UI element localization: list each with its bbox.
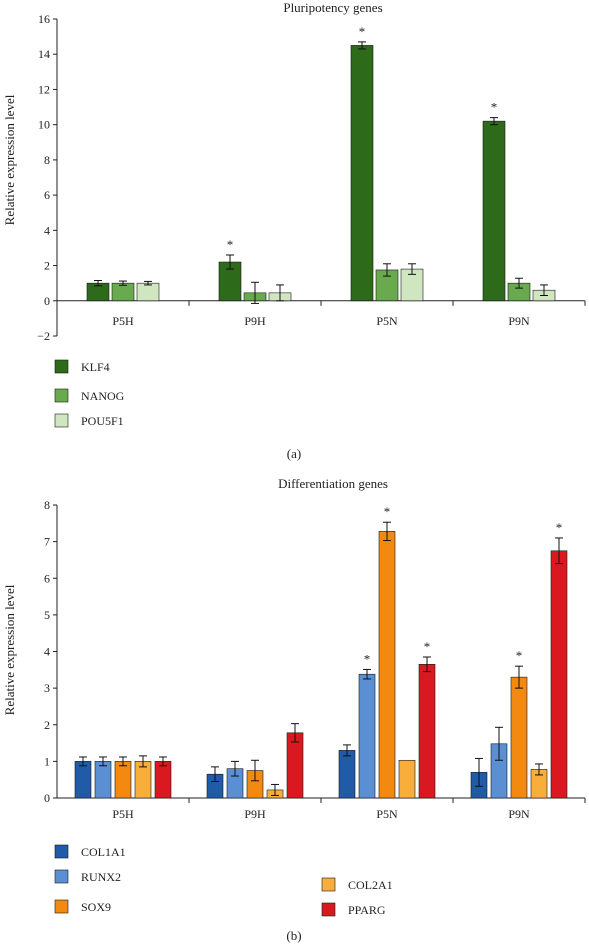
x-category-label: P9H bbox=[244, 314, 266, 328]
significance-marker: * bbox=[424, 639, 431, 654]
y-tick-label: 3 bbox=[44, 681, 50, 695]
y-tick-label: 4 bbox=[44, 223, 50, 237]
x-category-label: P5H bbox=[112, 314, 134, 328]
panel-b-label: (b) bbox=[286, 928, 301, 943]
y-tick-label: 8 bbox=[44, 498, 50, 512]
bar-nanog-p5h bbox=[111, 282, 135, 302]
y-tick-label: 1 bbox=[44, 754, 50, 768]
legend-swatch-klf4 bbox=[54, 359, 69, 374]
legend-swatch-pou5f1 bbox=[54, 413, 69, 428]
x-category-label: P5N bbox=[376, 314, 398, 328]
bar-pparg-p9h bbox=[286, 732, 304, 799]
significance-marker: * bbox=[384, 504, 391, 519]
significance-marker: * bbox=[556, 520, 563, 535]
y-tick-label: 14 bbox=[38, 47, 50, 61]
legend-swatch-sox9 bbox=[54, 899, 69, 914]
legend-label-sox9: SOX9 bbox=[81, 900, 111, 914]
panel-a-y-axis-label: Relative expression level bbox=[2, 94, 17, 225]
panel-a-title: Pluripotency genes bbox=[283, 0, 382, 15]
x-category-label: P9H bbox=[244, 807, 266, 821]
x-category-label: P5N bbox=[376, 807, 398, 821]
panel-b-y-axis-label: Relative expression level bbox=[2, 584, 17, 715]
x-category-label: P9N bbox=[508, 807, 530, 821]
x-category-label: P5H bbox=[112, 807, 134, 821]
significance-marker: * bbox=[516, 648, 523, 663]
y-tick-label: 4 bbox=[44, 645, 50, 659]
y-tick-label: 0 bbox=[44, 791, 50, 805]
y-tick-label: 12 bbox=[38, 82, 50, 96]
significance-marker: * bbox=[364, 651, 371, 666]
y-tick-label: 6 bbox=[44, 188, 50, 202]
significance-marker: * bbox=[227, 237, 234, 252]
bar-col2a1-p5n bbox=[398, 759, 416, 799]
y-tick-label: 16 bbox=[38, 12, 50, 26]
y-tick-label: 5 bbox=[44, 608, 50, 622]
legend-swatch-col2a1 bbox=[321, 877, 336, 892]
legend-label-nanog: NANOG bbox=[81, 389, 125, 403]
legend-label-col2a1: COL2A1 bbox=[348, 878, 393, 892]
legend-label-pparg: PPARG bbox=[348, 903, 386, 917]
y-tick-label: 10 bbox=[38, 118, 50, 132]
panel-b-legend: COL1A1 RUNX2 SOX9 COL2A1 PPARG bbox=[54, 844, 393, 917]
panel-a-chart: Pluripotency genes Relative expression l… bbox=[2, 0, 586, 461]
y-tick-label: 8 bbox=[44, 153, 50, 167]
bar-col1a1-p5n bbox=[338, 750, 356, 799]
bar-pparg-p5n bbox=[418, 664, 436, 799]
legend-swatch-pparg bbox=[321, 902, 336, 917]
bar-klf4-p5n bbox=[350, 45, 374, 302]
y-tick-label: 0 bbox=[44, 294, 50, 308]
y-tick-label: −2 bbox=[37, 329, 50, 343]
bar-pparg-p9n bbox=[550, 550, 568, 799]
legend-label-col1a1: COL1A1 bbox=[81, 845, 126, 859]
legend-swatch-runx2 bbox=[54, 869, 69, 884]
y-tick-label: 2 bbox=[44, 718, 50, 732]
legend-label-klf4: KLF4 bbox=[81, 360, 110, 374]
x-category-label: P9N bbox=[508, 314, 530, 328]
bar-pparg-p5h bbox=[154, 761, 172, 799]
bar-sox9-p5h bbox=[114, 761, 132, 799]
legend-label-pou5f1: POU5F1 bbox=[81, 414, 124, 428]
panel-b-title: Differentiation genes bbox=[278, 476, 388, 491]
bar-runx2-p5n bbox=[358, 673, 376, 799]
bar-runx2-p5h bbox=[94, 761, 112, 799]
bar-sox9-p5n bbox=[378, 531, 396, 799]
panel-b-chart: Differentiation genes Relative expressio… bbox=[2, 476, 586, 943]
panel-b-plot-area: 0 1 2 3 4 5 6 7 8 P5H P9H P5N * * * P9N * * bbox=[44, 498, 586, 821]
panel-a-legend: KLF4 NANOG POU5F1 bbox=[54, 359, 125, 428]
legend-swatch-nanog bbox=[54, 388, 69, 403]
y-tick-label: 6 bbox=[44, 571, 50, 585]
panel-a-label: (a) bbox=[287, 446, 301, 461]
y-tick-label: 2 bbox=[44, 259, 50, 273]
bar-col1a1-p5h bbox=[74, 761, 92, 799]
bar-klf4-p9n bbox=[482, 120, 506, 302]
significance-marker: * bbox=[359, 24, 366, 39]
panel-a-plot-area: −2 0 2 4 6 8 10 12 14 16 P5H P9H * P5N * P9N * bbox=[37, 12, 586, 343]
y-tick-label: 7 bbox=[44, 535, 50, 549]
legend-swatch-col1a1 bbox=[54, 844, 69, 859]
legend-label-runx2: RUNX2 bbox=[81, 870, 121, 884]
bar-sox9-p9n bbox=[510, 676, 528, 799]
bar-pou5f1-p5h bbox=[136, 282, 160, 302]
significance-marker: * bbox=[491, 100, 498, 115]
